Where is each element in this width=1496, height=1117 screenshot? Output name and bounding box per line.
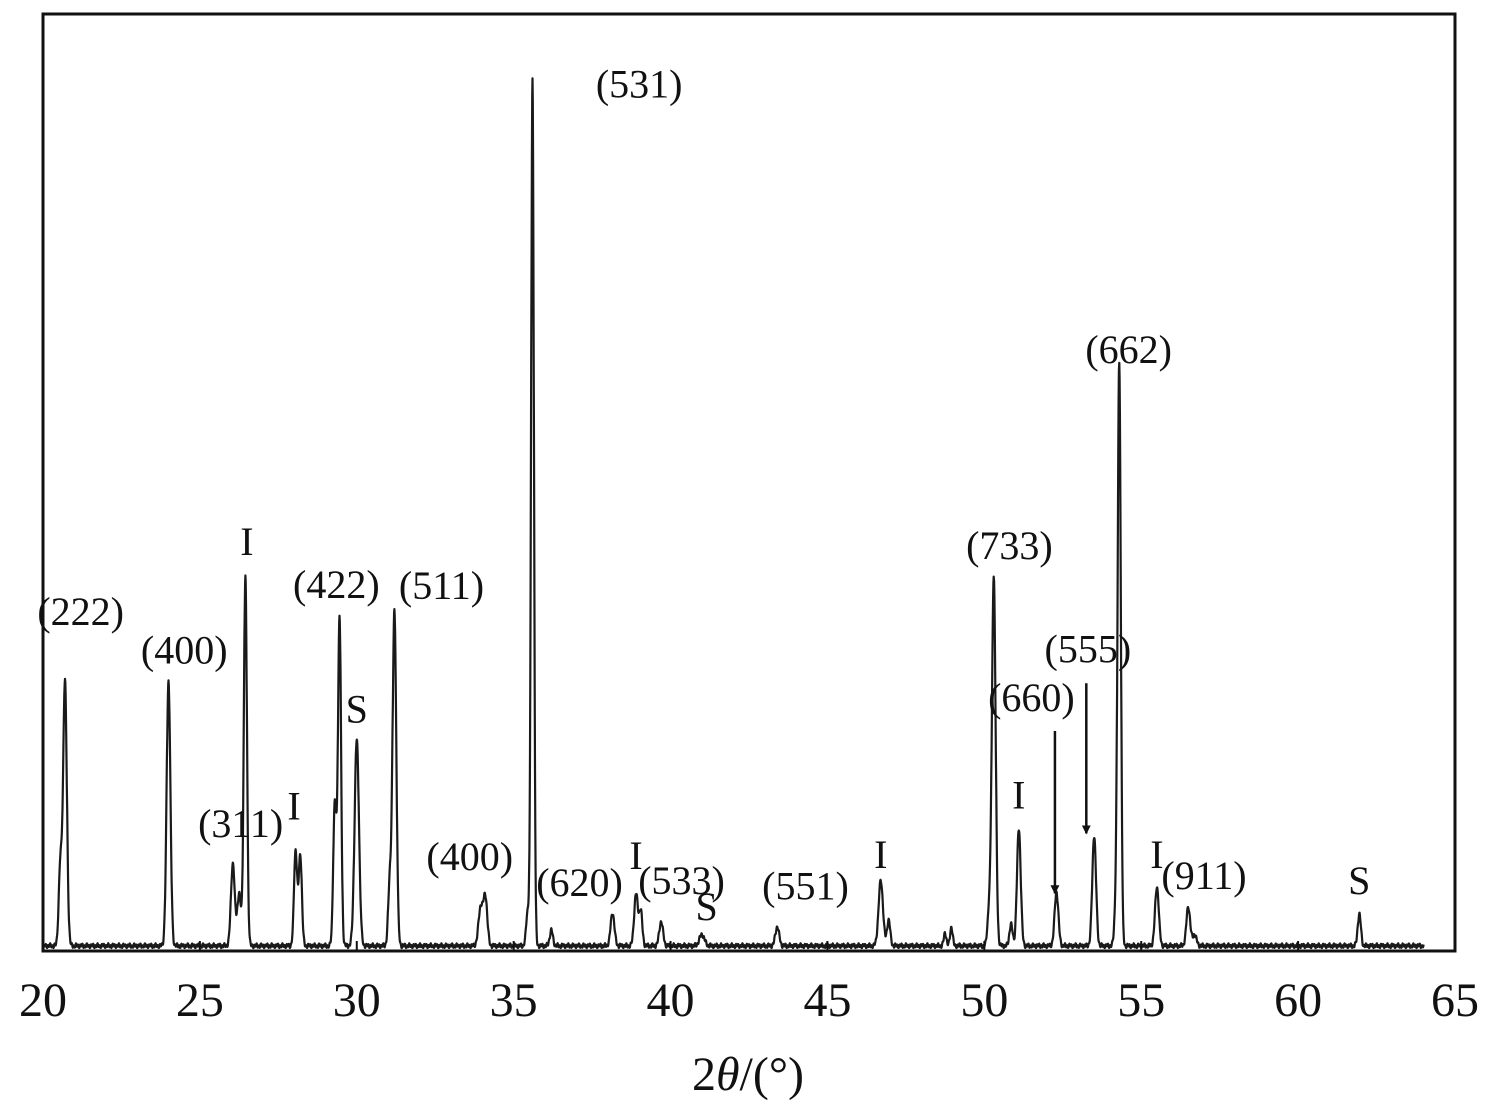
x-axis-title-theta: θ	[716, 1048, 740, 1101]
peak-label: (422)	[293, 562, 380, 607]
peak-label: (511)	[399, 563, 484, 608]
peak-label: S	[346, 686, 368, 731]
x-axis-title-prefix: 2	[692, 1048, 716, 1101]
x-tick-label: 30	[333, 974, 381, 1027]
peak-label: I	[1012, 772, 1025, 817]
x-tick-label: 35	[490, 974, 538, 1027]
peak-label: (400)	[141, 627, 228, 672]
x-tick-label: 20	[19, 974, 67, 1027]
x-axis-title: 2θ/(°)	[692, 1048, 804, 1101]
peak-label: I	[287, 784, 300, 829]
peak-label: (533)	[638, 858, 725, 903]
peak-label: I	[240, 519, 253, 564]
x-tick-label: 55	[1117, 974, 1165, 1027]
x-tick-label: 25	[176, 974, 224, 1027]
x-tick-label: 65	[1431, 974, 1479, 1027]
x-tick-label: 40	[647, 974, 695, 1027]
peak-label: (660)	[988, 675, 1075, 720]
peak-label: (222)	[37, 589, 124, 634]
x-tick-label: 45	[803, 974, 851, 1027]
peak-label: (733)	[966, 523, 1053, 568]
peak-label: I	[1150, 832, 1163, 877]
peak-arrows	[1050, 683, 1091, 895]
peak-label: (911)	[1161, 853, 1246, 898]
peak-label: (620)	[536, 860, 623, 905]
peak-label: (311)	[198, 801, 283, 846]
x-axis-title-suffix: /(°)	[740, 1048, 805, 1101]
plot-frame	[41, 12, 1457, 953]
peak-label: (551)	[762, 863, 849, 908]
peak-label: I	[874, 832, 887, 877]
xrd-pattern-line	[43, 77, 1425, 950]
peak-label: S	[1348, 858, 1370, 903]
peak-label: (531)	[596, 61, 683, 106]
peak-label: (662)	[1085, 327, 1172, 372]
peak-label: (400)	[426, 834, 513, 879]
peak-label: I	[629, 833, 642, 878]
peak-labels: (222)(400)I(311) I(422) (511)S(400)(531)(6…	[37, 61, 1370, 929]
x-tick-label: 60	[1274, 974, 1322, 1027]
peak-label: S	[696, 884, 718, 929]
peak-label: (555)	[1045, 626, 1132, 671]
x-tick-label: 50	[960, 974, 1008, 1027]
x-axis-ticks: 20 25 30 35 40 45 50 55 60 65	[19, 941, 1479, 1027]
